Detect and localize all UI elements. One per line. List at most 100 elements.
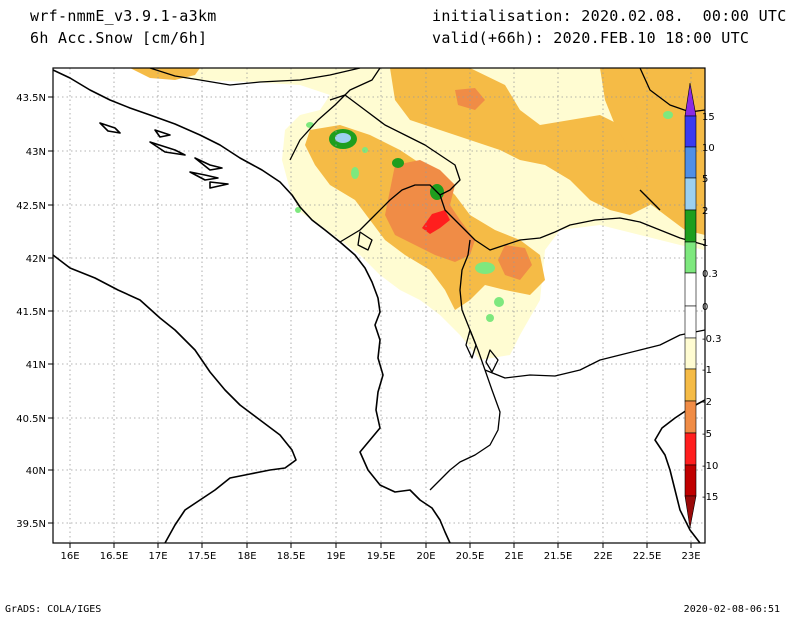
- colorbar-labels: 15 10 5 2 1 0.3 0 -0.3 -1 -2 -5 -10 -15: [702, 112, 722, 503]
- lake-prespa: [485, 349, 499, 373]
- footer-timestamp: 2020-02-08-06:51: [683, 604, 780, 615]
- snow-area-orange-northeast: [600, 68, 705, 235]
- lake-skadar: [357, 231, 373, 251]
- colorbar-label: -15: [702, 492, 718, 503]
- map-frame: [52, 67, 706, 544]
- lake-ohrid: [465, 329, 477, 359]
- lat-label: 40.5N: [16, 414, 46, 425]
- snow-spot-blue-1: [335, 133, 351, 143]
- snow-spot-lightgreen-1: [351, 167, 359, 179]
- lon-label: 22E: [593, 551, 612, 562]
- colorbar-label: 1: [702, 238, 708, 249]
- island-4: [189, 171, 219, 181]
- lon-label: 16.5E: [100, 551, 129, 562]
- lon-label: 22.5E: [633, 551, 662, 562]
- lat-label: 40N: [26, 466, 46, 477]
- island-5: [209, 181, 229, 189]
- snow-area-red: [422, 210, 450, 234]
- lat-label: 42N: [26, 254, 46, 265]
- colorbar-swatch: [684, 146, 697, 179]
- island-6: [154, 129, 171, 138]
- colorbar-swatch: [684, 241, 697, 274]
- lon-labels: 16E 16.5E 17E 17.5E 18E 18.5E 19E 19.5E …: [60, 551, 700, 562]
- lon-label: 16E: [60, 551, 79, 562]
- lon-label: 20E: [416, 551, 435, 562]
- border-albania-macedonia: [459, 239, 486, 371]
- lon-label: 17E: [148, 551, 167, 562]
- lon-label: 19E: [326, 551, 345, 562]
- colorbar-label: -2: [702, 397, 712, 408]
- border-kosovo: [439, 194, 556, 251]
- valid-time: valid(+66h): 2020.FEB.10 18:00 UTC: [432, 29, 750, 47]
- snow-field: [130, 68, 705, 360]
- snow-area-darkorange: [385, 160, 475, 262]
- lat-label: 43N: [26, 147, 46, 158]
- snow-spot-green-2: [392, 158, 404, 168]
- lon-label: 18.5E: [277, 551, 306, 562]
- greek-coastline: [654, 399, 705, 543]
- colorbar-label: -0.3: [702, 334, 722, 345]
- lat-label: 43.5N: [16, 93, 46, 104]
- lon-label: 20.5E: [456, 551, 485, 562]
- italy-coastline: [53, 254, 297, 543]
- lon-label: 21.5E: [544, 551, 573, 562]
- colorbar-label: 2: [702, 206, 708, 217]
- lat-label: 41N: [26, 360, 46, 371]
- lon-label: 21E: [504, 551, 523, 562]
- snow-area-darkorange-3: [455, 88, 485, 110]
- border-bosnia-croatia: [149, 68, 361, 86]
- colorbar-label: -1: [702, 365, 712, 376]
- border-serbia-bulgaria: [554, 217, 705, 246]
- colorbar-label: 0.3: [702, 269, 718, 280]
- colorbar-swatch: [684, 209, 697, 243]
- border-bulgaria-west: [639, 189, 661, 211]
- colorbar-swatch: [684, 337, 697, 370]
- colorbar-swatch: [684, 177, 697, 211]
- colorbar-label: 10: [702, 143, 715, 154]
- lon-label: 17.5E: [188, 551, 217, 562]
- snow-area-darkorange-2: [498, 245, 532, 280]
- island-2: [149, 141, 186, 156]
- lon-label: 23E: [681, 551, 700, 562]
- border-montenegro-albania: [339, 184, 441, 243]
- lat-label: 39.5N: [16, 519, 46, 530]
- snow-area-orange-north: [390, 68, 660, 215]
- snow-spot-lightgreen-8: [362, 147, 368, 153]
- colorbar-label: 5: [702, 174, 708, 185]
- colorbar-swatch: [684, 464, 697, 497]
- lon-label: 18E: [237, 551, 256, 562]
- lat-label: 41.5N: [16, 307, 46, 318]
- init-time: initialisation: 2020.02.08. 00:00 UTC: [432, 7, 787, 25]
- colorbar-swatch: [684, 115, 697, 148]
- colorbar-label: 15: [702, 112, 715, 123]
- colorbar-swatch: [684, 432, 697, 466]
- border-albania-greece: [429, 369, 501, 491]
- axis-ticks: [48, 96, 692, 548]
- colorbar-label: -10: [702, 461, 718, 472]
- model-title: wrf-nmmE_v3.9.1-a3km: [30, 7, 217, 25]
- colorbar-bottom-arrow: [684, 495, 697, 529]
- snow-spot-lightgreen-2: [475, 262, 495, 274]
- colorbar: [684, 82, 697, 529]
- island-1: [99, 122, 121, 134]
- grid-lines: [53, 68, 705, 543]
- lon-label: 19.5E: [367, 551, 396, 562]
- snow-spot-lightgreen-7: [663, 111, 673, 119]
- colorbar-swatch: [684, 400, 697, 434]
- colorbar-swatch: [684, 272, 697, 307]
- adriatic-coastline: [53, 69, 451, 543]
- border-bosnia-montenegro: [289, 68, 381, 161]
- colorbar-swatch: [684, 305, 697, 339]
- border-macedonia-greece: [484, 329, 705, 379]
- snow-spot-lightgreen-3: [494, 297, 504, 307]
- coastlines: [53, 69, 705, 543]
- variable-title: 6h Acc.Snow [cm/6h]: [30, 29, 208, 47]
- border-montenegro-serbia: [329, 94, 461, 196]
- snow-spot-lightgreen-6: [295, 207, 301, 213]
- colorbar-swatch: [684, 368, 697, 402]
- colorbar-label: 0: [702, 302, 708, 313]
- colorbar-label: -5: [702, 429, 712, 440]
- lat-labels: 43.5N 43N 42.5N 42N 41.5N 41N 40.5N 40N …: [16, 93, 46, 530]
- island-3: [194, 157, 223, 171]
